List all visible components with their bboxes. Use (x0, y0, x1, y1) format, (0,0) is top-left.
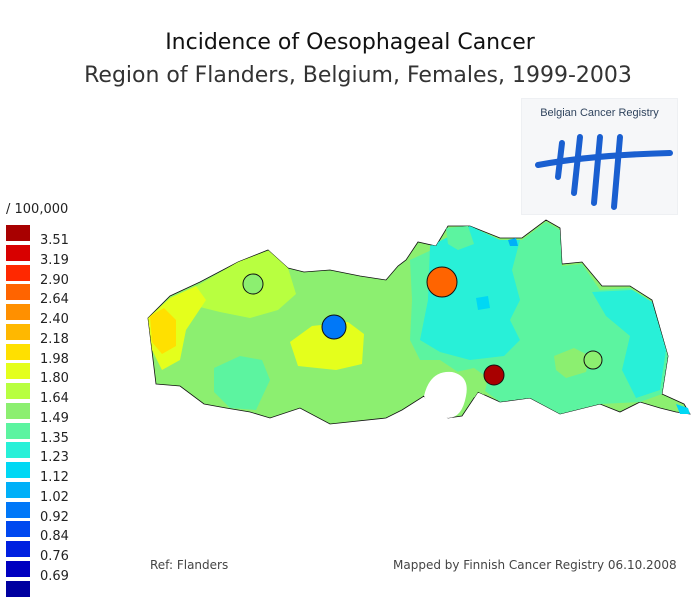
legend-label: 1.64 (40, 391, 69, 406)
region-north-tip (446, 226, 474, 250)
legend-label: 1.98 (40, 351, 69, 367)
choropleth-regions (147, 219, 691, 425)
legend-swatch (6, 264, 30, 281)
legend-swatch (6, 304, 30, 320)
brussels-exclave (424, 371, 467, 418)
legend-swatch (6, 541, 30, 557)
belgian-cancer-registry-logo: Belgian Cancer Registry (521, 98, 678, 215)
legend-label: 1.02 (40, 489, 69, 505)
legend-unit: / 100,000 (6, 202, 69, 217)
legend-swatch (6, 225, 30, 241)
region-east-limburg (592, 290, 666, 398)
map-subtitle: Region of Flanders, Belgium, Females, 19… (84, 63, 632, 88)
marker-gent (321, 314, 347, 340)
legend-swatch (6, 501, 30, 518)
legend-label: 0.92 (40, 509, 69, 525)
mapping-credit: Mapped by Finnish Cancer Registry 06.10.… (393, 558, 677, 572)
region-south-west (214, 356, 270, 410)
legend-swatch (6, 422, 30, 439)
legend-label: 1.35 (40, 430, 69, 446)
region-central-west (290, 322, 364, 370)
legend-label: 0.69 (40, 568, 69, 584)
reference-note: Ref: Flanders (150, 558, 229, 572)
region-antwerp-spot (476, 296, 490, 310)
city-markers (242, 266, 603, 386)
legend-swatch (6, 481, 30, 498)
region-de-panne (150, 308, 176, 354)
legend-swatch (6, 323, 30, 340)
legend-swatch (6, 462, 30, 478)
legend-label: 3.19 (40, 252, 69, 268)
marker-hasselt (583, 350, 603, 370)
legend-label: 3.51 (40, 233, 69, 248)
legend-swatch (6, 383, 30, 399)
map-title: Incidence of Oesophageal Cancer (165, 30, 535, 55)
legend-swatch (6, 521, 30, 538)
tally-marks-icon (535, 134, 673, 210)
region-north-spot (508, 238, 518, 246)
legend-swatch (6, 244, 30, 261)
legend-swatch (6, 402, 30, 419)
logo-text: Belgian Cancer Registry (540, 107, 659, 119)
legend-swatch (6, 442, 30, 459)
legend-label: 2.90 (40, 272, 69, 288)
marker-antwerpen (426, 266, 458, 298)
region-voeren (676, 404, 690, 414)
legend-label: 2.64 (40, 292, 69, 308)
legend-swatch (6, 284, 30, 301)
region-antwerp-core (420, 226, 520, 360)
region-limburg-spot (554, 348, 590, 378)
legend-swatch (6, 580, 30, 597)
marker-brugge (242, 273, 264, 295)
legend-label: 0.84 (40, 529, 69, 545)
legend-swatch (6, 343, 30, 360)
legend-label: 1.23 (40, 450, 69, 466)
legend-label: 1.12 (40, 470, 69, 485)
marker-leuven (483, 364, 505, 386)
legend-swatch (6, 560, 30, 577)
legend-swatch (6, 363, 30, 380)
legend-label: 2.18 (40, 331, 69, 347)
legend-label: 2.40 (40, 312, 69, 327)
legend-label: 1.80 (40, 371, 69, 387)
legend-label: 1.49 (40, 410, 69, 426)
legend-label: 0.76 (40, 549, 69, 564)
